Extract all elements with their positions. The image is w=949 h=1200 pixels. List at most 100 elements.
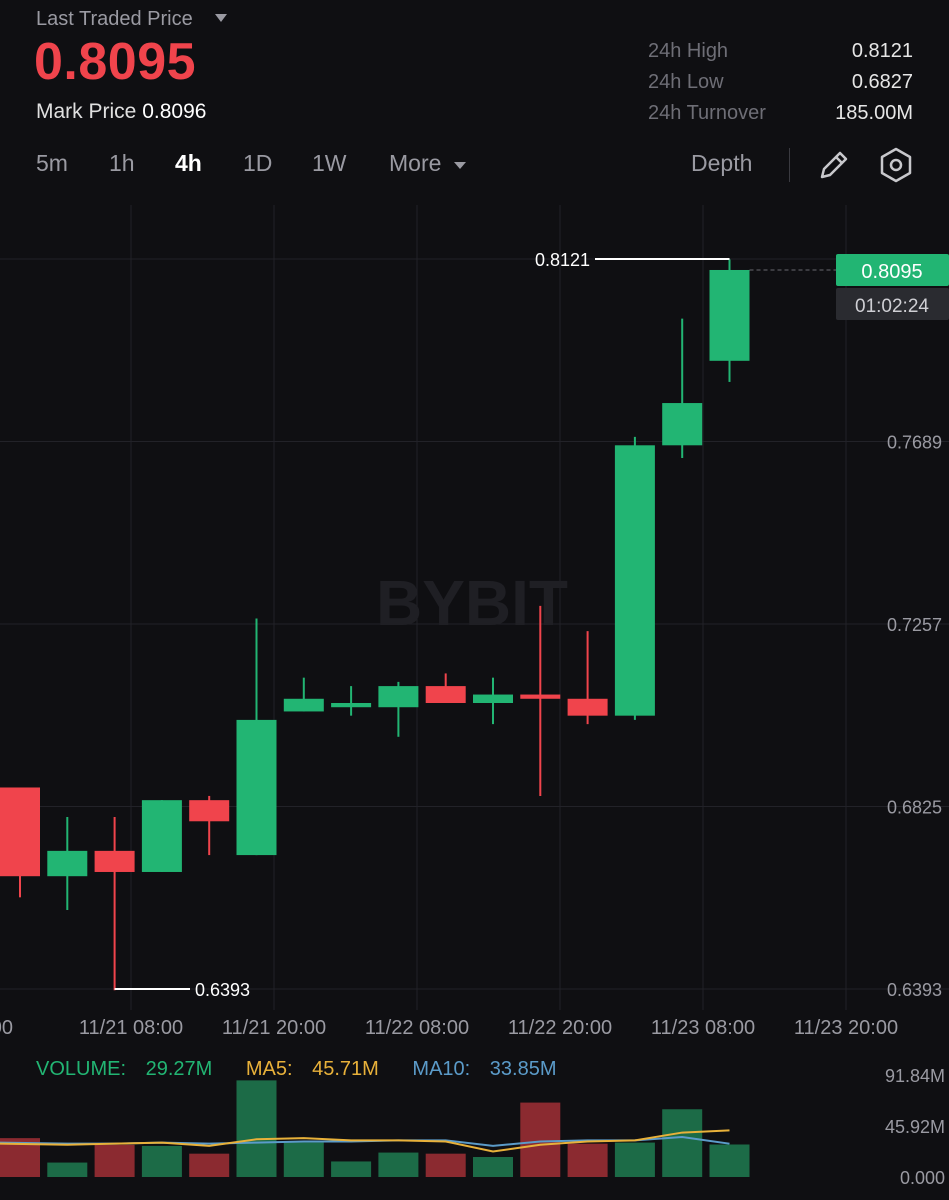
tab-1h[interactable]: 1h [109, 150, 135, 176]
candle [614, 436, 655, 720]
volume-label: VOLUME: [36, 1058, 127, 1080]
high-marker-label: 0.8121 [535, 250, 590, 270]
candle-body [236, 719, 277, 856]
stat-24h-high-value: 0.8121 [851, 40, 913, 62]
candle [662, 318, 703, 458]
current-price-tag-label: 0.8095 [861, 261, 922, 283]
tab-more[interactable]: More [389, 150, 442, 176]
candle-body [283, 698, 324, 712]
candle-body [425, 686, 466, 703]
candle [473, 677, 513, 725]
candle-body [47, 850, 88, 877]
ma10-label: MA10: [412, 1058, 471, 1080]
pencil-icon[interactable] [814, 145, 854, 185]
candle-body [94, 850, 135, 872]
volume-bar [520, 1102, 561, 1177]
ma5-value: 45.71M [312, 1058, 379, 1080]
candle [331, 686, 372, 716]
candle-body [378, 686, 419, 708]
ma5-legend-label: MA5: 45.71M [246, 1058, 393, 1080]
time-axis-tick: 11/21 08:00 [79, 1017, 183, 1039]
stat-24h-low-label: 24h Low [648, 71, 724, 93]
volume-bar [141, 1145, 182, 1177]
tab-1w[interactable]: 1W [312, 150, 347, 176]
candle [141, 800, 182, 872]
volume-bar [709, 1144, 750, 1177]
volume-axis: 91.84M 45.92M 0.000 [885, 1066, 945, 1188]
more-caret-icon[interactable] [454, 162, 466, 169]
stat-24h-low-value: 0.6827 [851, 71, 913, 93]
current-price-tag [836, 253, 949, 286]
candle-body [567, 698, 608, 716]
volume-bar [331, 1161, 372, 1177]
depth-button[interactable]: Depth [691, 150, 753, 176]
price-type-dropdown-icon[interactable] [215, 14, 227, 22]
time-axis-tick: 11/22 08:00 [365, 1017, 469, 1039]
price-axis-tick: 0.7689 [887, 433, 942, 453]
volume-bar [662, 1109, 703, 1177]
volume-bar [236, 1080, 277, 1177]
tab-1d[interactable]: 1D [243, 150, 273, 176]
time-axis-tick: 11/23 08:00 [651, 1017, 755, 1039]
volume-bar [567, 1143, 608, 1177]
volume-axis-tick: 91.84M [885, 1066, 945, 1086]
volume-bar [425, 1153, 466, 1177]
candle-body [189, 800, 230, 822]
time-axis-tick: 11/22 20:00 [508, 1017, 612, 1039]
tab-4h[interactable]: 4h [175, 150, 202, 176]
volume-legend: VOLUME: 29.27M MA5: 45.71M MA10: 33.85M [36, 1058, 585, 1081]
candle [236, 618, 277, 856]
candle-body [473, 694, 513, 703]
volume-bar [47, 1162, 88, 1177]
ma10-value: 33.85M [489, 1058, 557, 1080]
time-axis-tick: 11/23 20:00 [794, 1017, 898, 1039]
price-axis-tick: 0.7257 [887, 615, 942, 635]
ticker-header: Last Traded Price 0.8095 Mark Price 0.80… [0, 0, 949, 205]
stat-24h-high-label: 24h High [648, 40, 729, 62]
countdown-label: 01:02:24 [855, 296, 929, 317]
volume-legend-label: VOLUME: 29.27M [36, 1058, 226, 1080]
tab-5m[interactable]: 5m [36, 150, 68, 176]
mark-price: Mark Price 0.8096 [36, 100, 206, 124]
settings-hexagon-icon[interactable] [876, 145, 916, 185]
candle-body [709, 269, 750, 361]
candle [520, 605, 561, 796]
candle [378, 681, 419, 737]
candle [0, 787, 40, 898]
time-axis[interactable]: 20:00 11/21 08:00 11/21 20:00 11/22 08:00 11… [0, 1017, 898, 1039]
volume-bar [614, 1142, 655, 1177]
candle [189, 795, 230, 856]
ma5-label: MA5: [245, 1058, 293, 1080]
candle [283, 677, 324, 712]
candle-body [331, 702, 372, 708]
volume-series [0, 1080, 750, 1177]
candle [709, 259, 750, 382]
candle-body [520, 694, 561, 699]
toolbar-divider [789, 148, 790, 182]
ma5-line [0, 1129, 730, 1153]
ma10-legend-label: MA10: 33.85M [412, 1058, 570, 1080]
candle [94, 817, 135, 991]
mark-price-value: 0.8096 [142, 100, 207, 123]
volume-bar [283, 1142, 324, 1177]
candle-body [614, 445, 655, 716]
low-marker-label: 0.6393 [195, 980, 250, 1000]
last-price: 0.8095 [34, 33, 197, 91]
price-axis[interactable]: 0.7689 0.7257 0.6825 0.6393 [887, 433, 942, 1001]
countdown-tag [836, 287, 949, 320]
volume-value: 29.27M [145, 1058, 213, 1080]
volume-bar [473, 1157, 513, 1177]
volume-bar [94, 1144, 135, 1177]
time-axis-tick: 11/21 20:00 [222, 1017, 326, 1039]
mark-price-label: Mark Price [36, 100, 137, 123]
candlestick-series [0, 259, 750, 991]
candle [425, 673, 466, 703]
volume-axis-tick: 0.000 [900, 1168, 945, 1188]
candle [567, 631, 608, 725]
time-axis-tick: 20:00 [0, 1017, 13, 1039]
last-traded-price-label[interactable]: Last Traded Price [36, 8, 193, 30]
candle-body [141, 800, 182, 872]
candle [47, 817, 88, 911]
volume-bar [189, 1153, 230, 1177]
